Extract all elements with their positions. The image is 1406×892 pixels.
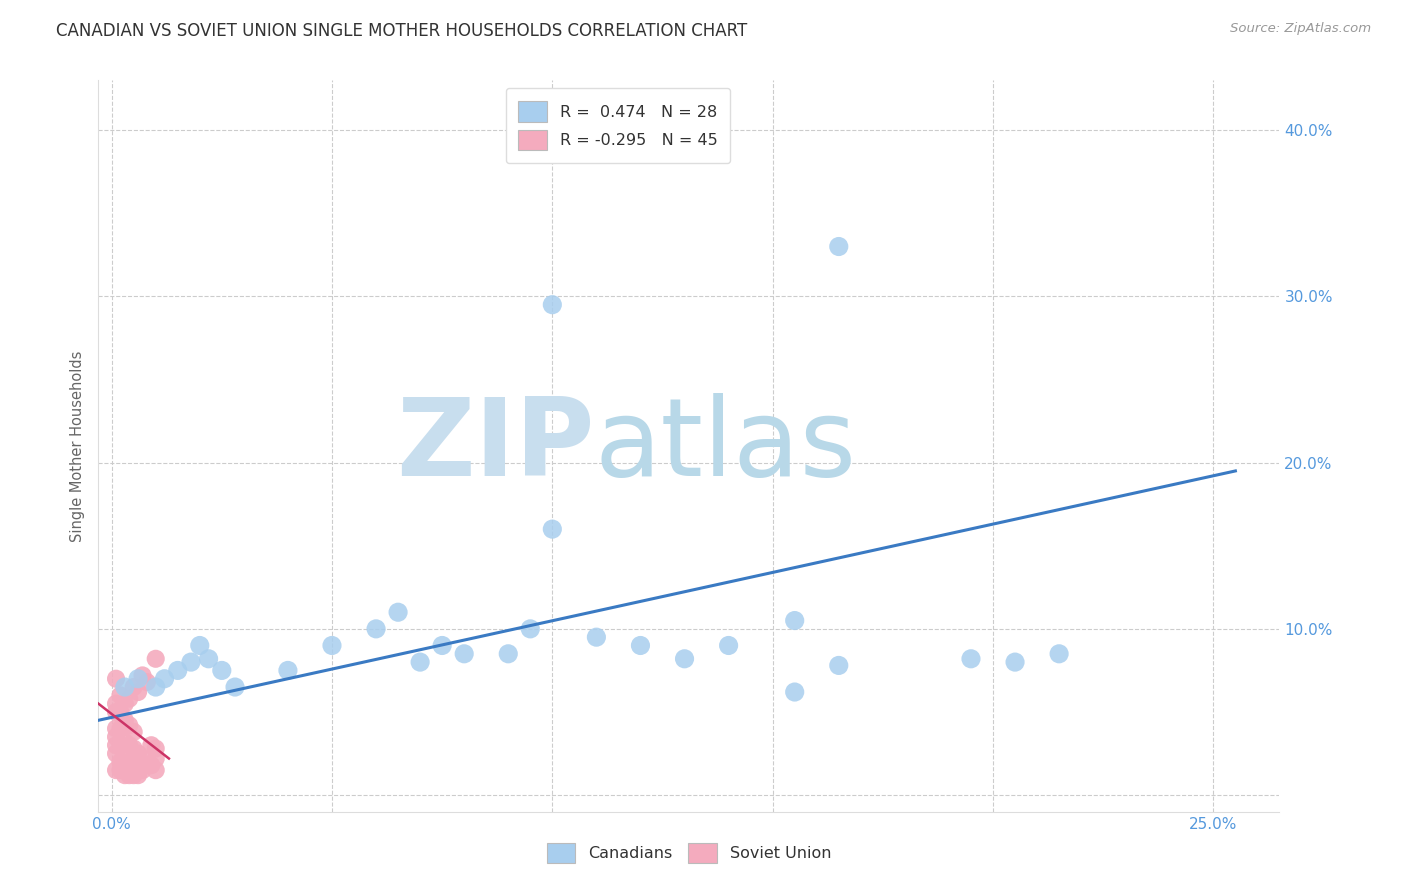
Point (114, 697, 136, 711)
Point (105, 763, 128, 777)
Point (166, 664, 188, 678)
Point (131, 668, 153, 682)
Point (127, 747, 149, 761)
Point (122, 680, 145, 694)
Point (783, 685, 806, 699)
Point (110, 689, 132, 703)
Point (828, 658, 851, 673)
Point (673, 652, 696, 666)
Point (110, 755, 132, 769)
Point (141, 738, 163, 752)
Point (153, 672, 176, 686)
Point (1047, 647, 1070, 661)
Point (131, 763, 153, 777)
Point (519, 622, 541, 636)
Point (122, 755, 145, 769)
Point (110, 722, 132, 736)
Text: Source: ZipAtlas.com: Source: ZipAtlas.com (1230, 22, 1371, 36)
Point (828, 239, 851, 253)
Point (141, 758, 163, 772)
Point (145, 763, 167, 777)
Point (105, 722, 128, 736)
Point (717, 639, 740, 653)
Point (105, 730, 128, 744)
Point (105, 697, 128, 711)
Point (118, 755, 141, 769)
Point (496, 647, 519, 661)
Point (364, 622, 387, 636)
Point (110, 705, 132, 719)
Point (783, 614, 806, 628)
Point (114, 735, 136, 749)
Point (105, 747, 128, 761)
Point (118, 768, 141, 782)
Point (387, 605, 409, 619)
Point (145, 680, 167, 694)
Point (321, 639, 343, 653)
Point (114, 714, 136, 728)
Point (127, 768, 149, 782)
Point (118, 718, 141, 732)
Point (188, 639, 211, 653)
Point (105, 705, 128, 719)
Point (585, 630, 607, 644)
Point (541, 298, 564, 312)
Point (122, 768, 145, 782)
Text: CANADIAN VS SOVIET UNION SINGLE MOTHER HOUSEHOLDS CORRELATION CHART: CANADIAN VS SOVIET UNION SINGLE MOTHER H… (56, 22, 748, 40)
Point (180, 655, 202, 669)
Point (145, 751, 167, 765)
Point (110, 763, 132, 777)
Point (277, 664, 299, 678)
Point (122, 725, 145, 739)
Text: ZIP: ZIP (396, 393, 595, 499)
Point (122, 741, 145, 756)
Point (127, 672, 149, 686)
Point (409, 655, 432, 669)
Point (118, 738, 141, 752)
Point (127, 685, 149, 699)
Point (630, 639, 652, 653)
Point (114, 680, 136, 694)
Point (114, 768, 136, 782)
Point (135, 675, 157, 690)
Point (453, 647, 475, 661)
Point (430, 639, 453, 653)
Point (114, 747, 136, 761)
Y-axis label: Single Mother Households: Single Mother Households (70, 351, 86, 541)
Text: atlas: atlas (595, 393, 856, 499)
Point (960, 652, 983, 666)
Point (105, 738, 128, 752)
Point (211, 664, 233, 678)
Point (110, 738, 132, 752)
Point (224, 680, 246, 694)
Point (105, 672, 128, 686)
Point (131, 751, 153, 765)
Point (127, 758, 149, 772)
Point (1004, 655, 1026, 669)
Point (145, 652, 167, 666)
Point (197, 652, 219, 666)
Point (114, 758, 136, 772)
Point (118, 691, 141, 706)
Point (541, 522, 564, 536)
Point (135, 758, 157, 772)
Point (145, 741, 167, 756)
Legend: Canadians, Soviet Union: Canadians, Soviet Union (540, 837, 838, 870)
